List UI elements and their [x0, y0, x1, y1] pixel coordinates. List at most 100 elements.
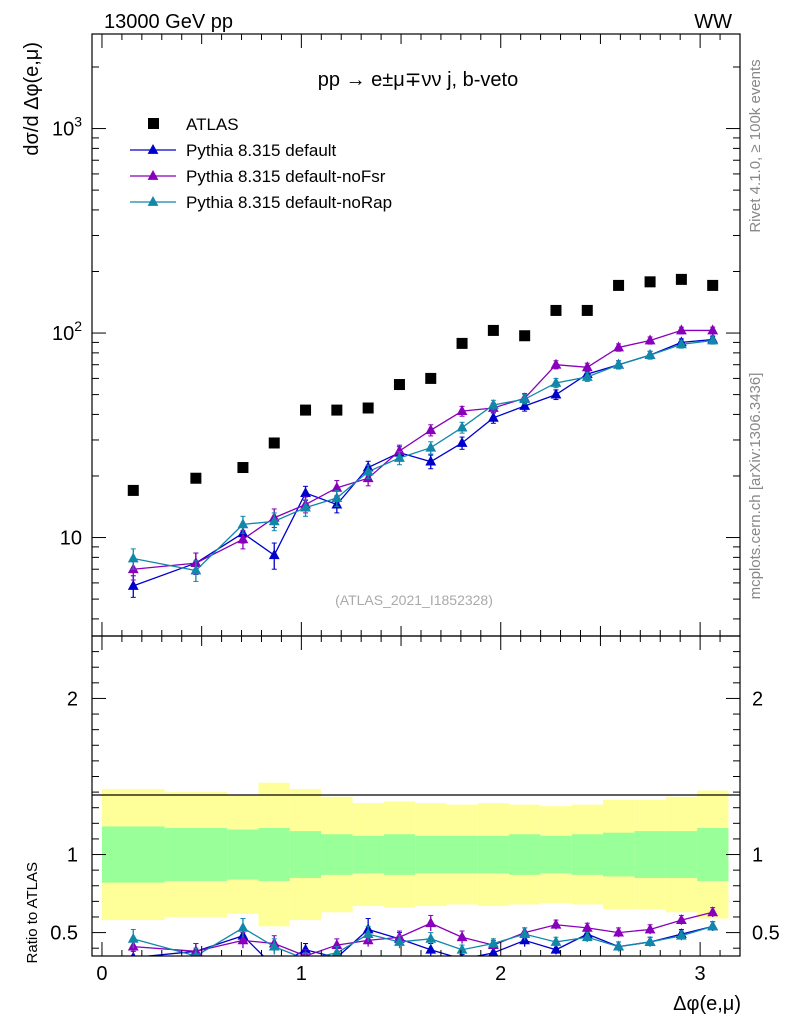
ratio-point: [707, 906, 719, 917]
mc-point: [425, 441, 437, 452]
ratio-xlabel: Δφ(e,μ): [673, 993, 741, 1015]
legend-marker: [147, 170, 159, 180]
atlas-point: [675, 273, 687, 285]
atlas-point: [393, 379, 405, 391]
uncertainty-band-inner: [321, 834, 353, 875]
ratio-point: [425, 932, 437, 943]
legend-label: Pythia 8.315 default-noFsr: [186, 167, 386, 186]
uncertainty-band-inner: [477, 835, 510, 874]
x-tick-label: 1: [296, 963, 307, 985]
series-3: [127, 334, 719, 582]
mc-point: [613, 358, 624, 369]
atlas-point: [268, 437, 280, 449]
mc-point: [550, 358, 562, 369]
mc-point: [456, 421, 468, 432]
mc-point: [425, 455, 437, 466]
series-1: [127, 333, 719, 598]
atlas-point: [519, 330, 531, 342]
mc-point: [519, 393, 531, 404]
mc-point: [487, 411, 499, 422]
ratio-point: [331, 946, 342, 956]
ratio-point: [269, 961, 280, 971]
mc-point: [237, 533, 249, 544]
mc-point: [644, 334, 656, 345]
atlas-point: [644, 276, 656, 288]
ratio-y-tick-label-right: 1: [752, 845, 763, 867]
ratio-point: [644, 935, 656, 946]
ratio-point: [331, 939, 343, 949]
legend-marker: [147, 144, 159, 154]
ratio-y-tick-label-right: 2: [752, 688, 763, 710]
mc-point: [613, 341, 624, 352]
main-title: pp → e±μ∓νν j, b-veto: [318, 69, 518, 91]
ratio-y-tick-label: 2: [67, 688, 78, 710]
ratio-line: [133, 925, 713, 956]
series-0: [127, 273, 719, 496]
ratio-line: [133, 911, 713, 956]
legend-label: Pythia 8.315 default-noRap: [186, 193, 392, 212]
ratio-point: [581, 931, 593, 942]
ratio-point: [456, 943, 468, 954]
ratio-y-tick-label: 1: [67, 845, 78, 867]
ratio-point: [127, 932, 139, 943]
y-tick-exponent: 2: [74, 318, 82, 334]
ratio-point: [675, 914, 687, 924]
ratio-point: [362, 928, 374, 939]
atlas-point: [456, 337, 468, 349]
watermark: (ATLAS_2021_I1852328): [335, 592, 493, 608]
mc-point: [268, 515, 280, 526]
y-tick-label: 102: [52, 318, 82, 345]
mc-point: [707, 334, 719, 345]
x-tick-label: 2: [495, 963, 506, 985]
atlas-point: [581, 304, 593, 316]
ratio-series-1: [127, 906, 719, 956]
uncertainty-band-inner: [227, 829, 259, 880]
mc-point: [394, 444, 405, 455]
ratio-ylabel: Ratio to ATLAS: [24, 862, 41, 963]
ratio-panel: Ratio to ATLAS Δφ(e,μ) 0.5 0.5 1 1 2 2 0 1 2 3: [24, 635, 780, 1015]
mc-point: [581, 361, 593, 372]
header-right: WW: [694, 11, 732, 33]
ratio-point: [550, 918, 562, 929]
ratio-point: [550, 935, 562, 946]
legend-marker: [148, 118, 159, 129]
ratio-point: [425, 917, 437, 928]
legend-label: Pythia 8.315 default: [186, 141, 337, 160]
mc-point: [456, 436, 468, 447]
y-tick-label: 10: [60, 528, 82, 550]
ratio-y-tick-label-right: 0.5: [752, 923, 780, 945]
mc-point: [456, 405, 468, 416]
ratio-point: [394, 935, 405, 946]
uncertainty-band-inner: [509, 834, 541, 875]
uncertainty-band-inner: [634, 831, 666, 878]
uncertainty-band-inner: [540, 835, 572, 874]
ratio-point: [707, 920, 719, 931]
series-line: [133, 339, 713, 572]
main-panel: pp → e±μ∓νν j, b-veto dσ/d Δφ(e,μ) (ATLA…: [21, 33, 741, 637]
legend-marker: [147, 196, 159, 206]
atlas-point: [300, 404, 312, 416]
mc-point: [550, 376, 562, 387]
legend-label: ATLAS: [186, 115, 239, 134]
atlas-point: [707, 279, 719, 291]
ratio-point: [303, 953, 308, 956]
mc-point: [550, 388, 562, 399]
mc-point: [425, 424, 437, 435]
atlas-point: [613, 279, 625, 291]
ratio-point: [519, 928, 531, 939]
mc-point: [331, 492, 343, 502]
ratio-point: [456, 931, 468, 942]
ratio-point: [675, 929, 687, 940]
ratio-point: [613, 926, 624, 937]
atlas-point: [190, 472, 202, 484]
ratio-point: [644, 923, 656, 934]
mc-point: [300, 487, 311, 497]
ratio-point: [192, 950, 200, 956]
mc-point: [675, 324, 687, 335]
y-tick-label: 103: [52, 114, 82, 141]
mc-point: [268, 549, 280, 560]
ratio-y-tick-label: 0.5: [50, 923, 78, 945]
uncertainty-band-inner: [665, 831, 698, 878]
mc-point: [127, 552, 139, 563]
